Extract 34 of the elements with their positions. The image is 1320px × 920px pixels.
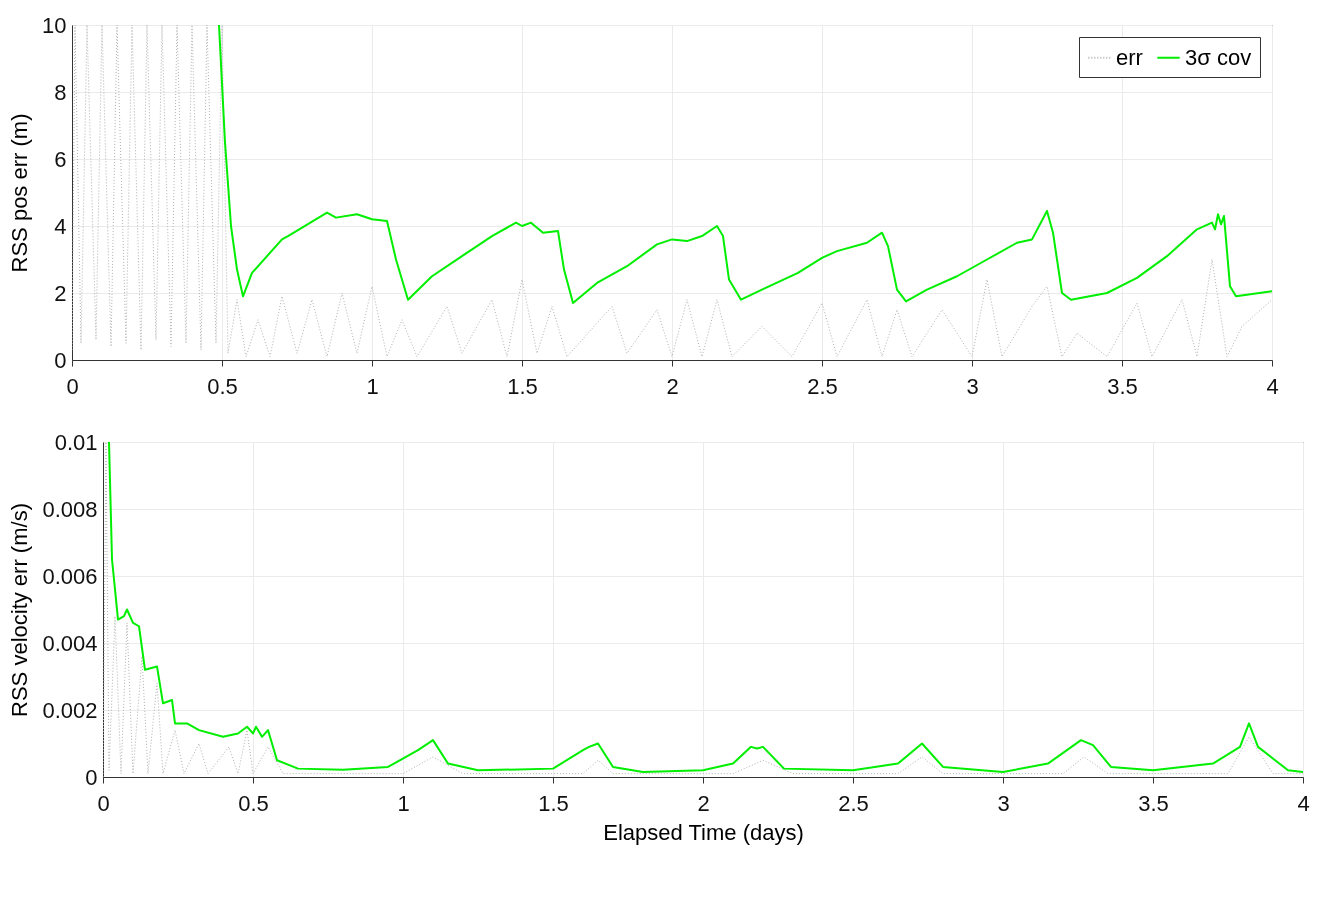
y-axis-title: RSS velocity err (m/s) xyxy=(7,503,33,717)
x-tick-label: 2.5 xyxy=(838,790,869,816)
x-tick-label: 1 xyxy=(366,373,379,399)
y-tick-label: 0.008 xyxy=(42,496,98,522)
x-tick-label: 0.5 xyxy=(207,373,238,399)
y-tick-label: 6 xyxy=(54,146,67,172)
x-tick-label: 1.5 xyxy=(538,790,569,816)
y-tick-label: 8 xyxy=(54,79,67,105)
line-series xyxy=(218,25,1272,305)
y-axis-title: RSS pos err (m) xyxy=(7,113,33,273)
x-axis-title: Elapsed Time (days) xyxy=(603,819,804,845)
y-tick-label: 0.006 xyxy=(42,563,98,589)
legend-label: 3σ cov xyxy=(1185,44,1252,70)
x-tick-label: 4 xyxy=(1266,373,1279,399)
x-tick-label: 0.5 xyxy=(238,790,269,816)
x-tick-label: 2 xyxy=(666,373,679,399)
y-tick-label: 0.004 xyxy=(42,630,98,656)
y-tick-label: 0 xyxy=(54,347,67,373)
y-tick-label: 0 xyxy=(85,764,98,790)
y-tick-label: 10 xyxy=(42,12,67,38)
y-tick-label: 2 xyxy=(54,280,67,306)
y-tick-label: 0.002 xyxy=(42,697,98,723)
x-tick-label: 3 xyxy=(966,373,979,399)
x-tick-label: 1.5 xyxy=(507,373,538,399)
x-tick-label: 3.5 xyxy=(1107,373,1138,399)
x-tick-label: 3.5 xyxy=(1138,790,1169,816)
y-tick-label: 0.01 xyxy=(54,429,98,455)
x-tick-label: 4 xyxy=(1297,790,1310,816)
legend-label: err xyxy=(1116,44,1143,70)
x-tick-label: 3 xyxy=(997,790,1010,816)
x-tick-label: 1 xyxy=(397,790,410,816)
x-tick-label: 2 xyxy=(697,790,710,816)
y-tick-label: 4 xyxy=(54,213,67,239)
x-tick-label: 2.5 xyxy=(807,373,838,399)
